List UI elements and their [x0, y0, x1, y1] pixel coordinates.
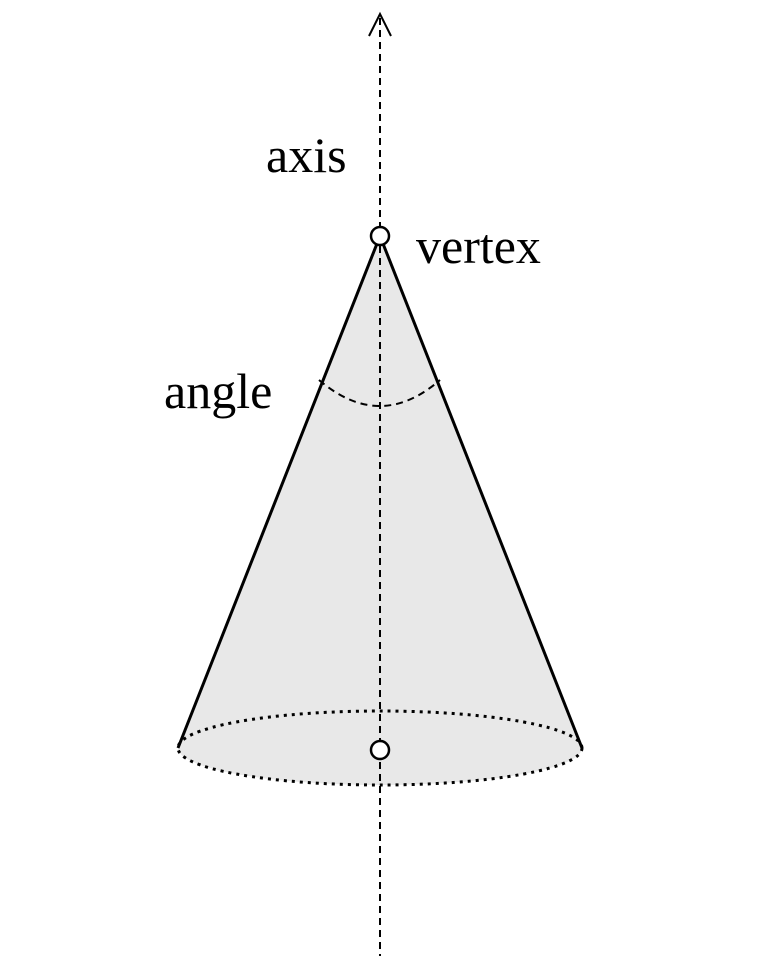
axis-arrowhead: [368, 11, 392, 37]
cone-right-edge: [378, 235, 584, 749]
angle-arc: [318, 379, 441, 407]
angle-label: angle: [164, 363, 272, 419]
cone-left-edge: [176, 235, 382, 749]
vertex-marker: [369, 225, 391, 247]
vertex-label: vertex: [416, 218, 541, 274]
axis-label: axis: [266, 127, 347, 183]
base-ellipse: [176, 709, 584, 787]
base-center-marker: [369, 739, 391, 761]
